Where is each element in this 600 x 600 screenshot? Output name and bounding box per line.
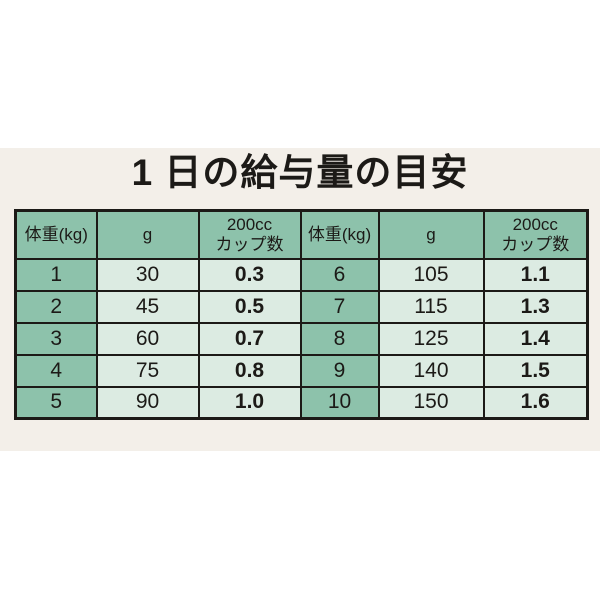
header-weight-right: 体重(kg) — [299, 209, 380, 260]
grams-cell: 60 — [95, 321, 200, 356]
cups-cell: 0.3 — [197, 257, 302, 292]
cups-cell: 1.5 — [482, 353, 589, 388]
grams-cell: 75 — [95, 353, 200, 388]
cups-cell: 1.3 — [482, 289, 589, 324]
cups-cell: 0.8 — [197, 353, 302, 388]
table-row: 3 60 0.7 8 125 1.4 — [14, 321, 589, 356]
grams-cell: 90 — [95, 385, 200, 420]
page-title: 1 日の給与量の目安 — [131, 152, 469, 193]
grams-cell: 45 — [95, 289, 200, 324]
table-row: 5 90 1.0 10 150 1.6 — [14, 385, 589, 420]
table-row: 1 30 0.3 6 105 1.1 — [14, 257, 589, 292]
cups-cell: 1.1 — [482, 257, 589, 292]
cups-cell: 1.6 — [482, 385, 589, 420]
header-grams-right: g — [377, 209, 485, 260]
cups-cell: 0.5 — [197, 289, 302, 324]
header-grams-left: g — [95, 209, 200, 260]
cups-cell: 0.7 — [197, 321, 302, 356]
feeding-guide-table: 体重(kg) g 200cc カップ数 体重(kg) g 200cc カップ数 … — [14, 209, 589, 420]
header-cups-line1: 200cc — [226, 215, 273, 235]
grams-cell: 105 — [377, 257, 485, 292]
header-row: 体重(kg) g 200cc カップ数 体重(kg) g 200cc カップ数 — [14, 209, 589, 260]
grams-cell: 30 — [95, 257, 200, 292]
table-row: 4 75 0.8 9 140 1.5 — [14, 353, 589, 388]
header-cups-line1: 200cc — [512, 215, 558, 235]
grams-cell: 125 — [377, 321, 485, 356]
header-cups-left: 200cc カップ数 — [197, 209, 302, 260]
weight-cell: 10 — [299, 385, 380, 420]
weight-cell: 2 — [14, 289, 98, 324]
grams-cell: 140 — [377, 353, 485, 388]
cups-cell: 1.4 — [482, 321, 589, 356]
weight-cell: 1 — [14, 257, 98, 292]
table-row: 2 45 0.5 7 115 1.3 — [14, 289, 589, 324]
weight-cell: 6 — [299, 257, 380, 292]
grams-cell: 150 — [377, 385, 485, 420]
header-cups-right: 200cc カップ数 — [482, 209, 589, 260]
header-cups-line2: カップ数 — [215, 234, 284, 254]
weight-cell: 7 — [299, 289, 380, 324]
weight-cell: 4 — [14, 353, 98, 388]
weight-cell: 9 — [299, 353, 380, 388]
weight-cell: 3 — [14, 321, 98, 356]
header-weight-left: 体重(kg) — [14, 209, 98, 260]
grams-cell: 115 — [377, 289, 485, 324]
weight-cell: 8 — [299, 321, 380, 356]
cups-cell: 1.0 — [197, 385, 302, 420]
header-cups-line2: カップ数 — [501, 234, 570, 254]
weight-cell: 5 — [14, 385, 98, 420]
